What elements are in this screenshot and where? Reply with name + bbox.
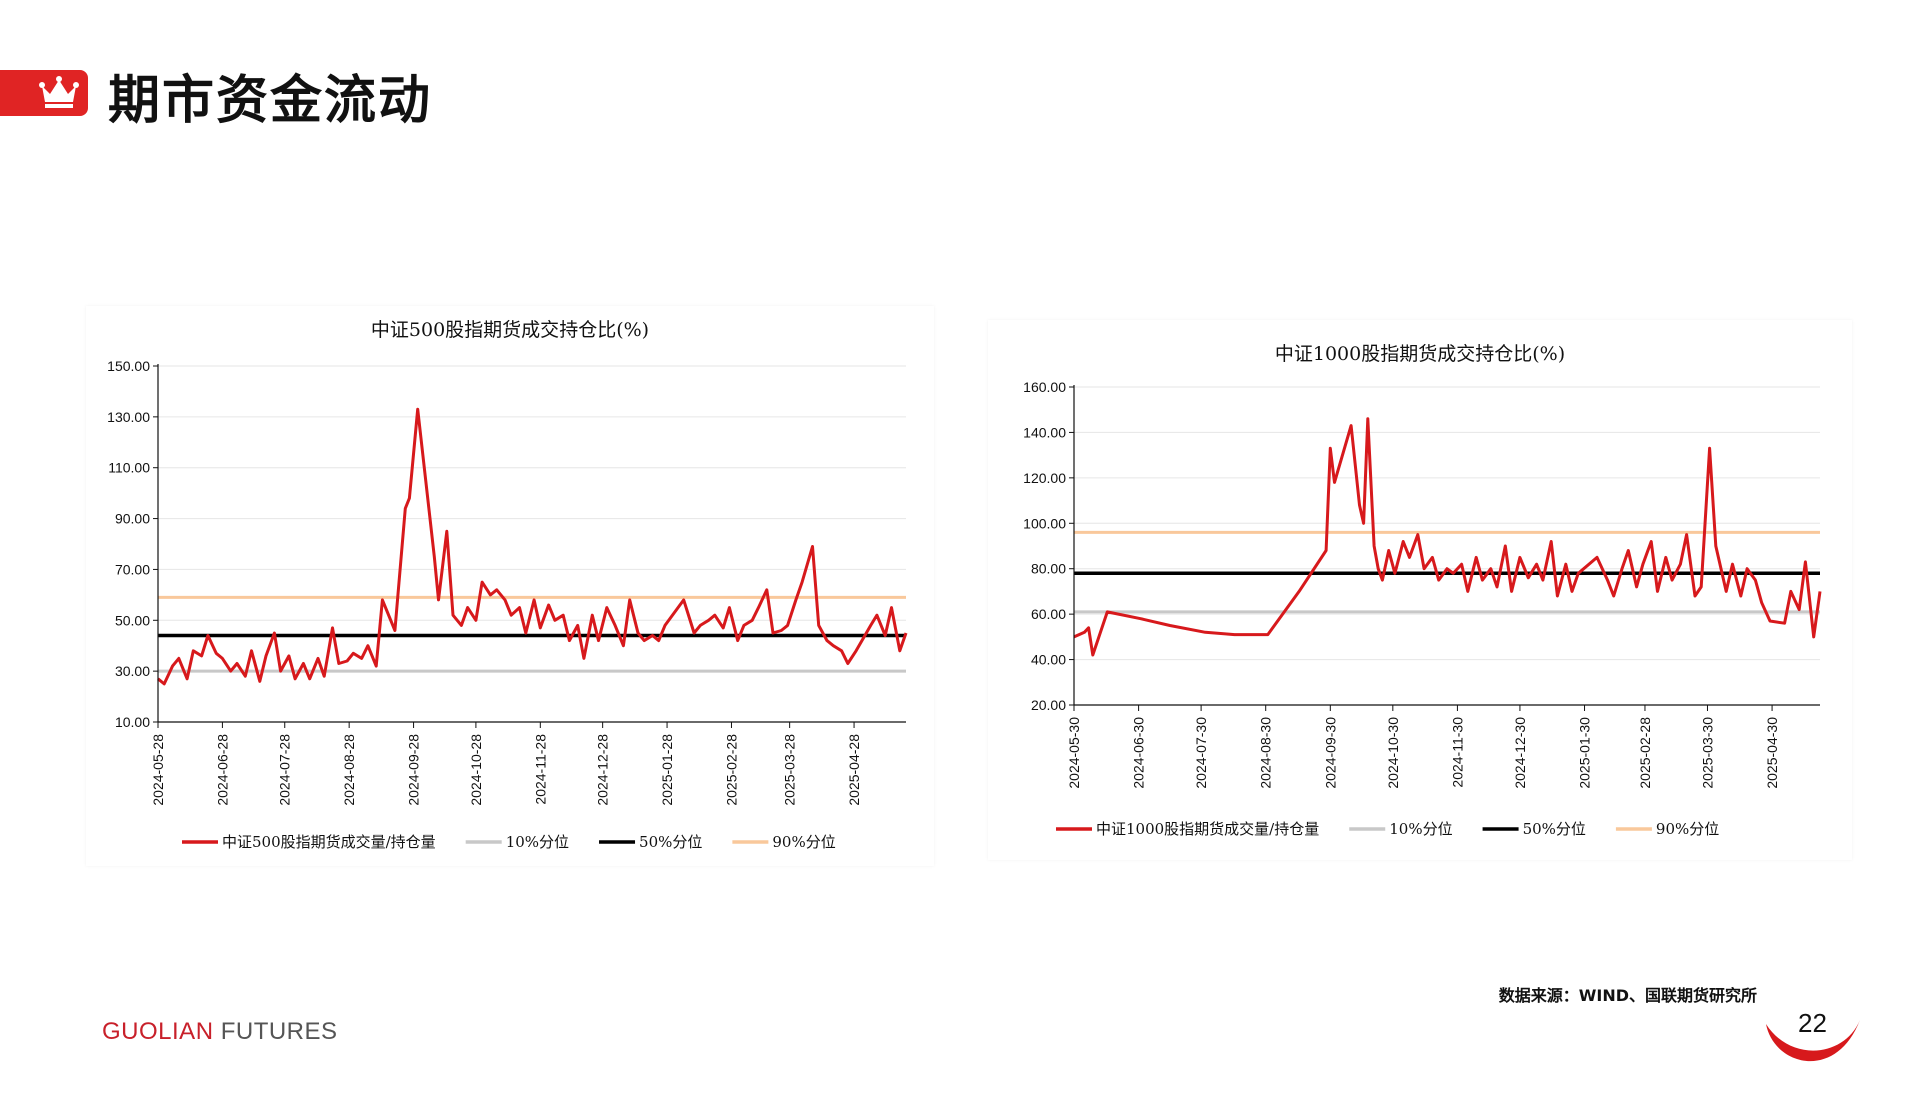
y-tick-label: 100.00: [1023, 515, 1066, 531]
x-tick-label: 2025-04-30: [1764, 717, 1780, 789]
chart-b-title: 中证1000股指期货成交持仓比(%): [1275, 343, 1565, 365]
y-tick-label: 40.00: [1031, 652, 1066, 668]
chart-a-svg: 中证500股指期货成交持仓比(%) 150.00 130.00 110.00 90.0…: [107, 319, 908, 851]
x-tick-label: 2024-09-30: [1322, 717, 1338, 789]
x-tick-label: 2024-07-30: [1193, 717, 1209, 789]
chart-b-svg: 中证1000股指期货成交持仓比(%) 160.00 140.00 120.00 100…: [1023, 343, 1822, 838]
y-tick-label: 90.00: [115, 511, 150, 527]
x-tick-label: 2024-12-28: [595, 734, 611, 806]
x-tick-label: 2024-08-30: [1258, 717, 1274, 789]
x-tick-label: 2024-11-28: [532, 734, 548, 805]
x-tick-label: 2025-04-28: [846, 734, 862, 806]
x-tick-label: 2024-06-30: [1131, 717, 1147, 789]
x-tick-label: 2025-02-28: [1637, 717, 1653, 789]
legend-p50-label: 50%分位: [639, 833, 702, 851]
y-tick-label: 150.00: [107, 358, 150, 374]
y-tick-label: 110.00: [108, 460, 150, 476]
legend-p10-label: 10%分位: [506, 833, 569, 851]
y-tick-label: 10.00: [115, 714, 150, 730]
brand-name-b: FUTURES: [213, 1018, 338, 1045]
y-tick-label: 70.00: [115, 561, 150, 577]
x-tick-label: 2024-11-30: [1449, 717, 1465, 788]
x-tick-label: 2025-01-28: [659, 734, 675, 806]
chart-csi500-volume-oi-ratio: 中证500股指期货成交持仓比(%) 150.00 130.00 110.00 90.0…: [86, 306, 934, 866]
x-tick-label: 2024-10-30: [1385, 717, 1401, 789]
brand-name-a: GUOLIAN: [102, 1018, 214, 1045]
y-tick-label: 140.00: [1023, 424, 1066, 440]
crown-icon: [39, 76, 79, 108]
page-number: 22: [1798, 1008, 1827, 1038]
chart-csi1000-volume-oi-ratio: 中证1000股指期货成交持仓比(%) 160.00 140.00 120.00 100…: [988, 320, 1852, 860]
series-line: [157, 407, 908, 686]
x-tick-label: 2024-05-28: [150, 734, 166, 806]
x-tick-label: 2024-08-28: [341, 734, 357, 806]
legend-series-label: 中证500股指期货成交量/持仓量: [222, 833, 436, 851]
y-tick-label: 20.00: [1031, 697, 1066, 713]
y-tick-label: 130.00: [107, 409, 150, 425]
x-tick-label: 2025-02-28: [723, 734, 739, 806]
y-tick-label: 50.00: [115, 612, 150, 628]
y-tick-label: 160.00: [1023, 379, 1066, 395]
legend-series-label: 中证1000股指期货成交量/持仓量: [1096, 820, 1319, 838]
x-tick-label: 2024-09-28: [406, 734, 422, 806]
x-tick-label: 2025-01-30: [1577, 717, 1593, 789]
x-tick-label: 2024-10-28: [468, 734, 484, 806]
legend-p50-label: 50%分位: [1523, 820, 1586, 838]
x-tick-label: 2025-03-28: [782, 734, 798, 806]
y-tick-label: 80.00: [1031, 561, 1066, 577]
legend-p90-label: 90%分位: [1656, 820, 1719, 838]
x-tick-label: 2024-05-30: [1066, 717, 1082, 789]
data-source-note: 数据来源：WIND、国联期货研究所: [1498, 986, 1757, 1005]
legend-p10-label: 10%分位: [1389, 820, 1452, 838]
legend-p90-label: 90%分位: [772, 833, 835, 851]
x-tick-label: 2025-03-30: [1699, 717, 1715, 789]
page-title: 期市资金流动: [108, 71, 433, 131]
series-line: [1073, 417, 1822, 657]
chart-a-title: 中证500股指期货成交持仓比(%): [371, 319, 649, 341]
page-number-swoosh-icon: [1766, 1020, 1860, 1062]
brand-logo-text: GUOLIAN FUTURES: [102, 1018, 338, 1046]
y-tick-label: 30.00: [115, 663, 150, 679]
y-tick-label: 120.00: [1023, 470, 1066, 486]
x-tick-label: 2024-06-28: [214, 734, 230, 806]
y-tick-label: 60.00: [1031, 606, 1066, 622]
x-tick-label: 2024-07-28: [277, 734, 293, 806]
x-tick-label: 2024-12-30: [1512, 717, 1528, 789]
